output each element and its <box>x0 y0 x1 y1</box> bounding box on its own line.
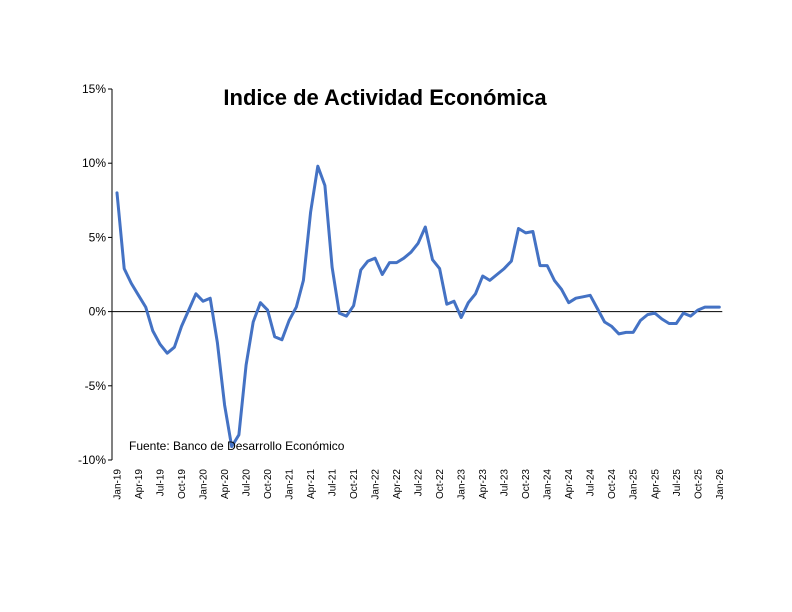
x-tick-label: Jul-25 <box>672 469 683 497</box>
x-tick-label: Jan-21 <box>285 469 296 500</box>
x-tick-label: Jan-24 <box>543 469 554 500</box>
y-axis: 15% 10% 5% 0% -5% -10% <box>78 82 113 467</box>
series-line <box>115 164 721 449</box>
y-tick-label: 0% <box>89 305 107 319</box>
x-tick-label: Jul-22 <box>414 469 425 497</box>
x-tick-label: Jul-20 <box>242 469 253 497</box>
x-tick-label: Oct-19 <box>177 469 188 499</box>
x-tick-label: Apr-21 <box>306 469 317 499</box>
x-tick-label: Oct-23 <box>521 469 532 499</box>
series-layer <box>115 164 721 449</box>
x-tick-label: Apr-20 <box>220 469 231 499</box>
x-tick-label: Apr-19 <box>134 469 145 499</box>
x-tick-label: Oct-21 <box>349 469 360 499</box>
y-tick-label: 15% <box>82 82 106 96</box>
x-tick-label: Jan-23 <box>457 469 468 500</box>
x-tick-label: Jul-24 <box>586 469 597 497</box>
x-tick-label: Oct-22 <box>435 469 446 499</box>
x-tick-label: Jan-22 <box>371 469 382 500</box>
x-tick-label: Oct-24 <box>607 469 618 499</box>
x-tick-label: Apr-22 <box>392 469 403 499</box>
x-tick-label: Jan-19 <box>113 469 124 500</box>
x-tick-label: Jan-20 <box>199 469 210 500</box>
x-tick-label: Jul-21 <box>328 469 339 497</box>
x-tick-label: Jan-26 <box>715 469 726 500</box>
x-tick-label: Apr-25 <box>650 469 661 499</box>
x-axis: Jan-19 Apr-19 Jul-19 Oct-19 Jan-20 Apr-20 Jul-… <box>112 311 726 500</box>
x-tick-label: Oct-25 <box>693 469 704 499</box>
x-tick-label: Oct-20 <box>263 469 274 499</box>
y-tick-label: 5% <box>89 230 107 244</box>
x-tick-label: Jul-19 <box>156 469 167 497</box>
x-tick-label: Jan-25 <box>629 469 640 500</box>
x-tick-label: Apr-24 <box>564 469 575 499</box>
x-tick-label: Jul-23 <box>500 469 511 497</box>
y-tick-label: 10% <box>82 156 106 170</box>
chart-title: Indice de Actividad Económica <box>223 85 547 110</box>
x-tick-label: Apr-23 <box>478 469 489 499</box>
y-tick-label: -5% <box>85 379 107 393</box>
y-tick-label: -10% <box>78 453 106 467</box>
source-note: Fuente: Banco de Desarrollo Económico <box>129 439 345 453</box>
